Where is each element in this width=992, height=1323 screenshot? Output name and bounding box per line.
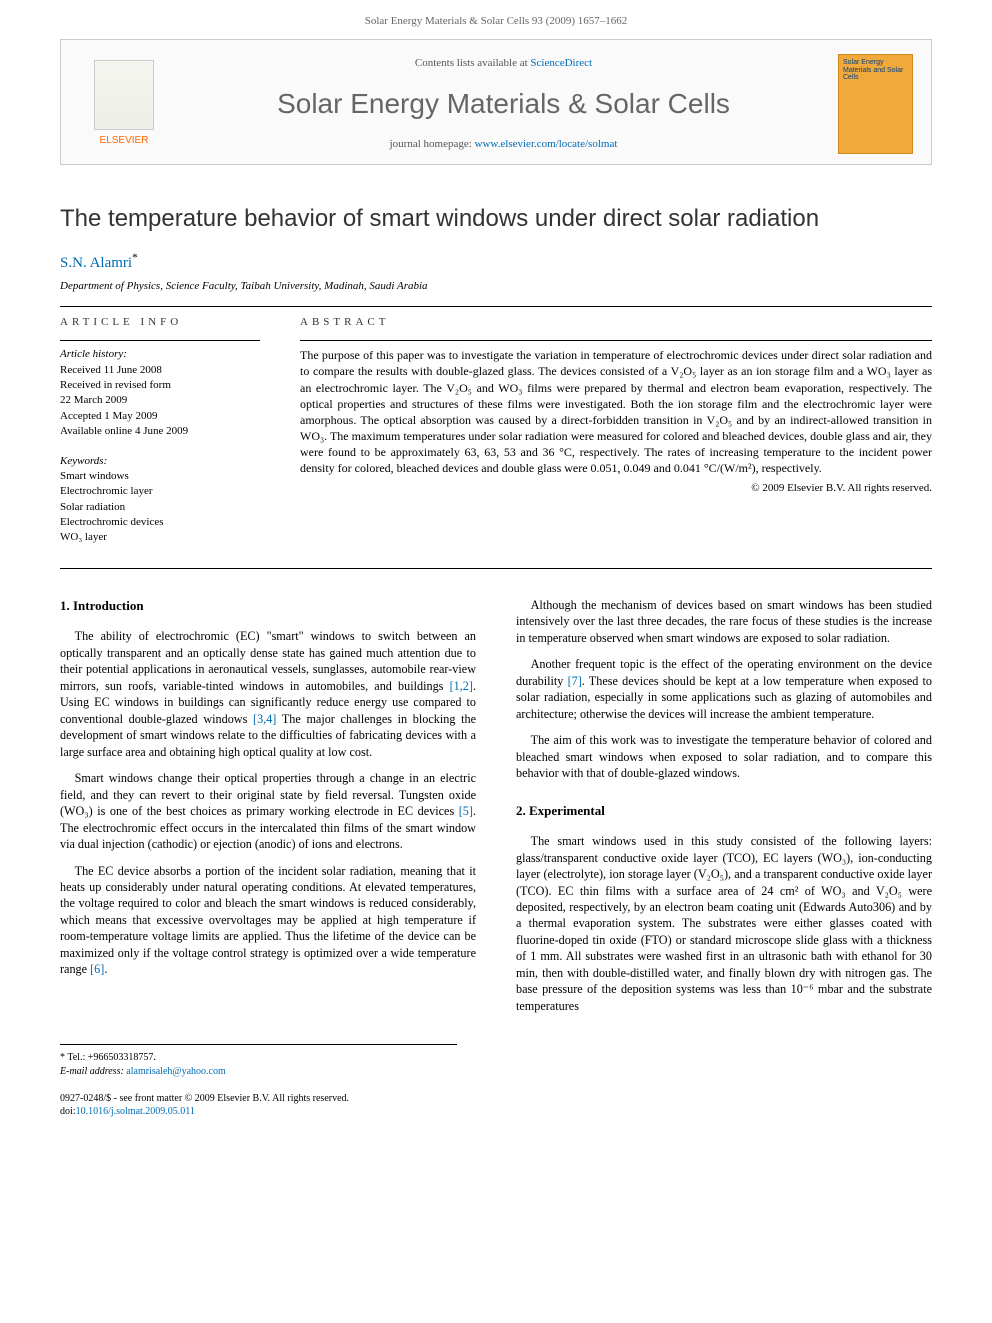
email-link[interactable]: alamrisaleh@yahoo.com [126,1066,225,1077]
journal-masthead: ELSEVIER Contents lists available at Sci… [60,39,932,165]
author-line: S.N. Alamri* [60,251,932,273]
tel-label: * Tel.: [60,1052,88,1063]
abstract-rule [300,340,932,341]
history-revised: Received in revised form [60,378,260,393]
history-received: Received 11 June 2008 [60,363,260,378]
info-rule [60,340,260,341]
doi-label: doi: [60,1106,76,1117]
section-2-heading: 2. Experimental [516,802,932,820]
rule-top [60,306,932,307]
exp-p1: The smart windows used in this study con… [516,833,932,1014]
citation-text: Solar Energy Materials & Solar Cells 93 … [365,15,628,27]
footnotes: * Tel.: +966503318757. E-mail address: a… [60,1044,457,1078]
doi-line: doi:10.1016/j.solmat.2009.05.011 [60,1105,932,1118]
ref-7[interactable]: [7] [568,674,582,688]
publisher-logo-box: ELSEVIER [79,60,169,148]
ref-6[interactable]: [6] [90,962,104,976]
abstract-copyright: © 2009 Elsevier B.V. All rights reserved… [300,481,932,496]
article-title: The temperature behavior of smart window… [60,203,932,235]
ref-1-2[interactable]: [1,2] [450,679,473,693]
intro-p1: The ability of electrochromic (EC) "smar… [60,628,476,760]
homepage-link[interactable]: www.elsevier.com/locate/solmat [475,138,618,150]
rule-bottom [60,568,932,569]
issn-line: 0927-0248/$ - see front matter © 2009 El… [60,1092,932,1105]
journal-name: Solar Energy Materials & Solar Cells [169,85,838,123]
intro-p2: Smart windows change their optical prope… [60,770,476,852]
elsevier-label: ELSEVIER [100,134,149,148]
info-abstract-row: article info Article history: Received 1… [60,315,932,560]
corr-email: E-mail address: alamrisaleh@yahoo.com [60,1065,457,1079]
contents-prefix: Contents lists available at [415,57,530,69]
article-history: Article history: Received 11 June 2008 R… [60,347,260,439]
journal-cover-icon: Solar Energy Materials and Solar Cells [838,54,913,154]
article-info-label: article info [60,315,260,330]
ref-5[interactable]: [5] [459,804,473,818]
corr-tel: * Tel.: +966503318757. [60,1051,457,1065]
intro-p4: Although the mechanism of devices based … [516,597,932,646]
abstract-column: abstract The purpose of this paper was t… [300,315,932,560]
history-revised-date: 22 March 2009 [60,393,260,408]
elsevier-tree-icon [94,60,154,130]
history-accepted: Accepted 1 May 2009 [60,409,260,424]
body-columns: 1. Introduction The ability of electroch… [60,597,932,1024]
masthead-center: Contents lists available at ScienceDirec… [169,56,838,151]
affiliation: Department of Physics, Science Faculty, … [60,279,932,294]
abstract-text: The purpose of this paper was to investi… [300,347,932,477]
homepage-line: journal homepage: www.elsevier.com/locat… [169,137,838,152]
intro-p5: Another frequent topic is the effect of … [516,656,932,722]
article-info-column: article info Article history: Received 1… [60,315,260,560]
intro-p6: The aim of this work was to investigate … [516,732,932,781]
abstract-label: abstract [300,315,932,330]
history-online: Available online 4 June 2009 [60,424,260,439]
right-column: Although the mechanism of devices based … [516,597,932,1024]
footer: 0927-0248/$ - see front matter © 2009 El… [60,1092,932,1118]
keyword-item: Electrochromic devices [60,515,260,530]
left-column: 1. Introduction The ability of electroch… [60,597,476,1024]
author-name-link[interactable]: S.N. Alamri [60,255,132,271]
keywords-block: Keywords: Smart windows Electrochromic l… [60,454,260,546]
keyword-item: WO₃ layer [60,530,260,545]
intro-p3: The EC device absorbs a portion of the i… [60,863,476,978]
keywords-head: Keywords: [60,454,260,469]
ref-3-4[interactable]: [3,4] [253,712,276,726]
history-head: Article history: [60,347,260,362]
doi-link[interactable]: 10.1016/j.solmat.2009.05.011 [76,1106,195,1117]
homepage-prefix: journal homepage: [390,138,475,150]
keyword-item: Electrochromic layer [60,484,260,499]
corresponding-marker: * [132,252,138,264]
keyword-item: Solar radiation [60,500,260,515]
keyword-item: Smart windows [60,469,260,484]
cover-text: Solar Energy Materials and Solar Cells [843,59,908,82]
running-header: Solar Energy Materials & Solar Cells 93 … [0,0,992,39]
section-1-heading: 1. Introduction [60,597,476,615]
sciencedirect-link[interactable]: ScienceDirect [530,57,592,69]
email-label: E-mail address: [60,1066,126,1077]
tel-number: +966503318757. [88,1052,156,1063]
contents-line: Contents lists available at ScienceDirec… [169,56,838,71]
